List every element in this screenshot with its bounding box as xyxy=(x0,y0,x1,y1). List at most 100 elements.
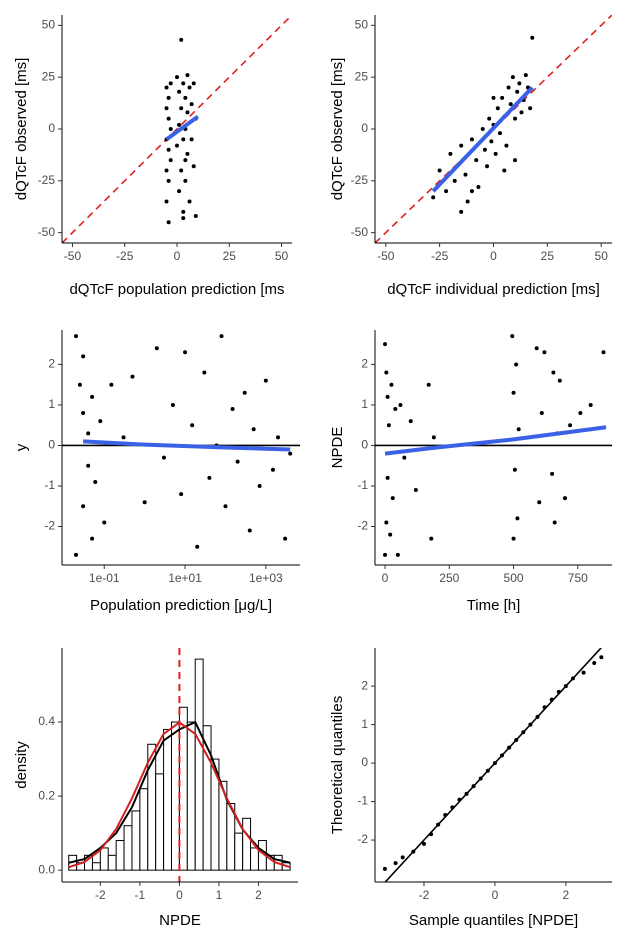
y-tick-label: 0 xyxy=(48,438,55,452)
point xyxy=(512,467,517,472)
x-tick-label: 0 xyxy=(382,571,389,585)
point xyxy=(480,127,485,131)
point xyxy=(166,178,171,183)
y-tick-label: -2 xyxy=(44,519,55,533)
point xyxy=(535,714,540,719)
x-axis-label: NPDE xyxy=(159,912,201,929)
point xyxy=(193,214,198,219)
plot-area xyxy=(62,15,292,243)
bar xyxy=(250,847,259,871)
point xyxy=(508,102,513,107)
point xyxy=(382,866,387,871)
point xyxy=(288,451,293,456)
point xyxy=(177,122,182,127)
y-tick-label: 2 xyxy=(48,357,55,371)
x-tick-label: 50 xyxy=(275,249,289,263)
point xyxy=(500,753,505,758)
plot-area xyxy=(375,15,612,243)
point xyxy=(556,689,561,694)
point xyxy=(130,374,135,379)
point xyxy=(164,168,169,173)
y-tick-label: 2 xyxy=(361,678,368,692)
point xyxy=(383,552,388,557)
point xyxy=(189,102,194,107)
point xyxy=(429,832,434,837)
y-tick-label: -50 xyxy=(38,225,56,239)
point xyxy=(263,378,268,383)
point xyxy=(421,841,426,846)
point xyxy=(517,81,522,86)
y-tick-label: 25 xyxy=(355,69,369,83)
point xyxy=(489,139,494,144)
point xyxy=(161,455,166,460)
point xyxy=(235,459,240,464)
point xyxy=(247,528,252,533)
point xyxy=(519,110,524,115)
point xyxy=(398,402,403,407)
identity-line xyxy=(62,15,292,243)
point xyxy=(385,394,390,399)
x-tick-label: 0 xyxy=(490,249,497,263)
plot-area xyxy=(382,648,604,882)
plot-area xyxy=(62,334,300,557)
bar xyxy=(178,706,188,871)
point xyxy=(195,544,200,549)
x-axis-label: Time [h] xyxy=(467,597,521,614)
y-tick-label: 1 xyxy=(361,717,368,731)
point xyxy=(469,189,474,194)
point xyxy=(400,855,405,860)
point xyxy=(528,722,533,727)
x-tick-label: 250 xyxy=(439,571,459,585)
point xyxy=(515,89,520,94)
point xyxy=(164,199,169,204)
identity-line xyxy=(375,15,612,243)
point xyxy=(191,164,196,169)
point xyxy=(563,684,568,689)
point xyxy=(102,520,107,525)
point xyxy=(393,407,398,412)
point xyxy=(81,354,86,359)
point xyxy=(485,164,490,169)
point xyxy=(581,670,586,675)
point xyxy=(408,419,413,424)
point xyxy=(601,350,606,355)
bar xyxy=(155,773,165,871)
point xyxy=(179,106,184,111)
point xyxy=(175,143,179,148)
point xyxy=(429,536,434,541)
point xyxy=(164,106,169,111)
bar xyxy=(139,788,149,871)
point xyxy=(90,394,95,399)
point xyxy=(500,95,505,100)
point xyxy=(166,95,171,100)
point xyxy=(187,199,192,204)
plot-area xyxy=(375,334,612,557)
point xyxy=(179,37,184,42)
point xyxy=(181,209,186,214)
x-tick-label: 2 xyxy=(255,888,262,902)
point xyxy=(431,435,436,440)
point xyxy=(491,95,496,100)
y-tick-label: 0.0 xyxy=(38,862,55,876)
x-tick-label: -25 xyxy=(116,249,134,263)
x-tick-label: 50 xyxy=(595,249,609,263)
point xyxy=(207,475,212,480)
point xyxy=(507,745,512,750)
point xyxy=(497,131,502,136)
x-tick-label: 25 xyxy=(223,249,237,263)
point xyxy=(459,209,464,214)
point xyxy=(431,195,436,200)
point xyxy=(523,73,528,78)
point xyxy=(142,500,147,505)
point xyxy=(528,106,533,111)
point xyxy=(592,661,597,666)
point xyxy=(191,81,196,86)
bar xyxy=(115,840,125,871)
bar xyxy=(107,854,117,871)
x-tick-label: -25 xyxy=(431,249,449,263)
point xyxy=(185,73,190,78)
point xyxy=(390,496,395,501)
x-tick-label: 750 xyxy=(568,571,588,585)
point xyxy=(511,390,516,395)
point xyxy=(81,411,86,416)
